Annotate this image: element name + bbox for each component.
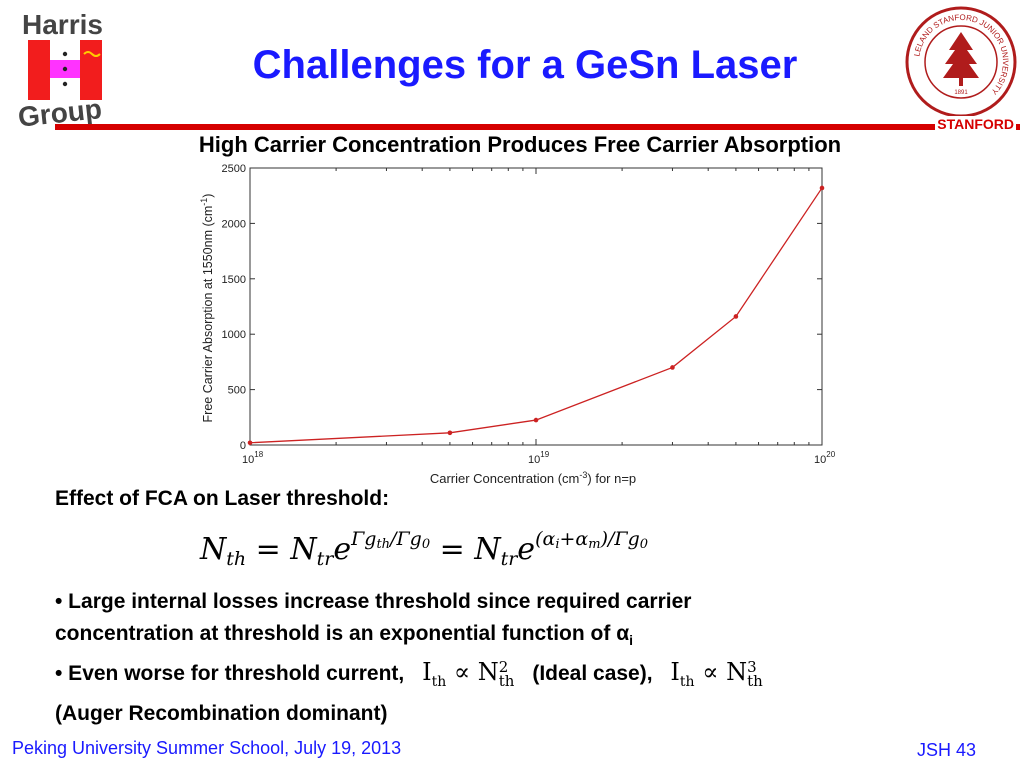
x-axis-label-text: Carrier Concentration (cm (430, 471, 580, 486)
relation-ideal-n: N (477, 658, 499, 687)
formula-n-sub-th: th (226, 548, 247, 570)
logo-h-right-bar (80, 40, 102, 100)
y-tick-label-1: 500 (228, 385, 246, 397)
seal-tree-icon (943, 32, 979, 86)
x-tick-label-2: 1020 (814, 450, 836, 466)
bullet-2-line-1: • Even worse for threshold current, Ith … (55, 656, 995, 698)
relation-ideal-i-sub: th (431, 673, 447, 690)
threshold-formula: Nth = NtreΓgth/Γg0 = Ntre(αi+αm)/Γg0 (200, 528, 648, 570)
y-axis-label: Free Carrier Absorption at 1550nm (cm-1) (199, 194, 215, 423)
y-tick-label-4: 2000 (222, 218, 246, 230)
formula-exp2-tail: )/Γg (600, 528, 640, 550)
formula-exp1-sub2: 0 (421, 537, 431, 552)
fca-data-point-5 (819, 185, 825, 191)
relation-auger-n-sub: th (747, 671, 763, 690)
y-axis-label-text: Free Carrier Absorption at 1550nm (cm (201, 206, 215, 423)
fca-heading: Effect of FCA on Laser threshold: (55, 487, 390, 510)
bullet-2-mid: (Ideal case), (532, 662, 653, 686)
formula-exp2-sub3: 0 (639, 537, 649, 552)
logo-h-left-bar (28, 40, 50, 100)
x-axis-label-close: ) for n=p (587, 471, 636, 486)
y-axis-label-close: ) (201, 194, 215, 198)
formula-exponent-2: (αi+αm)/Γg0 (535, 528, 649, 552)
logo-laser-wave-icon (83, 51, 101, 57)
formula-exp1-tail: /Γg (390, 528, 422, 550)
formula-n: N (200, 532, 227, 567)
relation-auger-i-sub: th (679, 673, 695, 690)
relation-ideal-n-sub: th (498, 671, 515, 690)
fca-chart: Free Carrier Absorption at 1550nm (cm-1)… (199, 163, 836, 486)
fca-series-line (249, 187, 823, 444)
y-tick-label-0: 0 (240, 440, 246, 452)
bullet-1-alpha-sub: i (629, 632, 634, 649)
bullet-list: • Large internal losses increase thresho… (55, 586, 995, 730)
x-tick-label-1: 1019 (528, 450, 550, 466)
relation-ideal-i: I (422, 658, 432, 687)
bullet-1-line-2: concentration at threshold is an exponen… (55, 618, 995, 656)
formula-ntr-2-sub: tr (500, 548, 518, 570)
fca-data-point-3 (670, 365, 675, 370)
title-rule (55, 124, 1020, 130)
formula-exp2-sub2: m (588, 537, 601, 552)
stanford-wordmark: STANFORD (935, 116, 1016, 132)
svg-text:Carrier Concentration (cm-3) f: Carrier Concentration (cm-3) for n=p (430, 470, 636, 486)
logo-dot-mid (62, 66, 68, 72)
bullet-2-line-2: (Auger Recombination dominant) (55, 701, 388, 725)
formula-e-1: e (333, 532, 352, 567)
formula-equals-2: = (439, 532, 465, 567)
bullet-1-line-1: • Large internal losses increase thresho… (55, 590, 692, 613)
formula-ntr: N (290, 532, 317, 567)
x-axis-label: Carrier Concentration (cm-3) for n=p (430, 470, 636, 486)
harris-group-logo: Harris Group (16, 9, 103, 128)
footer-slide-number: JSH 43 (916, 740, 976, 760)
fca-data-point-4 (733, 314, 739, 319)
formula-exp1-a: Γg (351, 528, 377, 550)
logo-dot-bottom (62, 81, 68, 87)
relation-auger-prop: ∝ (702, 658, 719, 687)
fca-data-point-0 (247, 440, 253, 446)
fca-data-point-2 (533, 417, 539, 423)
relation-ideal-pow: 2 (498, 657, 509, 676)
bullet-2-start: • Even worse for threshold current, (55, 662, 405, 686)
slide-subtitle: High Carrier Concentration Produces Free… (198, 132, 842, 157)
x-axis-label-sup: -3 (579, 470, 587, 480)
y-tick-label-2: 1000 (222, 329, 246, 341)
formula-exponent-1: Γgth/Γg0 (351, 528, 431, 552)
formula-exp2-sub: i (555, 537, 560, 552)
formula-exp2-a: (α (535, 528, 556, 550)
plot-frame (249, 167, 823, 446)
formula-e-2: e (517, 532, 536, 567)
svg-text:Free Carrier Absorption at 155: Free Carrier Absorption at 1550nm (cm-1) (199, 194, 215, 423)
y-tick-label-3: 1500 (222, 274, 246, 286)
formula-ntr-sub: tr (316, 548, 334, 570)
y-axis-label-sup: -1 (199, 198, 209, 206)
stanford-seal: LELAND STANFORD JUNIOR UNIVERSITY 1891 (905, 6, 1017, 118)
relation-ideal-prop: ∝ (453, 658, 471, 687)
seal-year: 1891 (954, 90, 968, 96)
fca-data-point-1 (447, 430, 453, 436)
formula-ntr-2: N (474, 532, 501, 567)
bullet-1-line-2-text: concentration at threshold is an exponen… (55, 622, 630, 645)
seal-inner-ring (924, 25, 998, 99)
x-tick-label-0: 1018 (242, 450, 264, 466)
logo-dot-top (62, 51, 68, 57)
formula-equals-1: = (255, 532, 281, 567)
formula-exp1-sub: th (376, 537, 391, 552)
y-tick-label-5: 2500 (222, 163, 246, 175)
formula-exp2-mid: +α (559, 528, 589, 550)
relation-auger-i: I (670, 658, 680, 687)
relation-auger-pow: 3 (747, 657, 757, 676)
relation-auger-n: N (726, 658, 748, 687)
logo-word-harris: Harris (22, 9, 103, 40)
slide-title: Challenges for a GeSn Laser (252, 43, 798, 87)
footer-event: Peking University Summer School, July 19… (12, 738, 402, 758)
